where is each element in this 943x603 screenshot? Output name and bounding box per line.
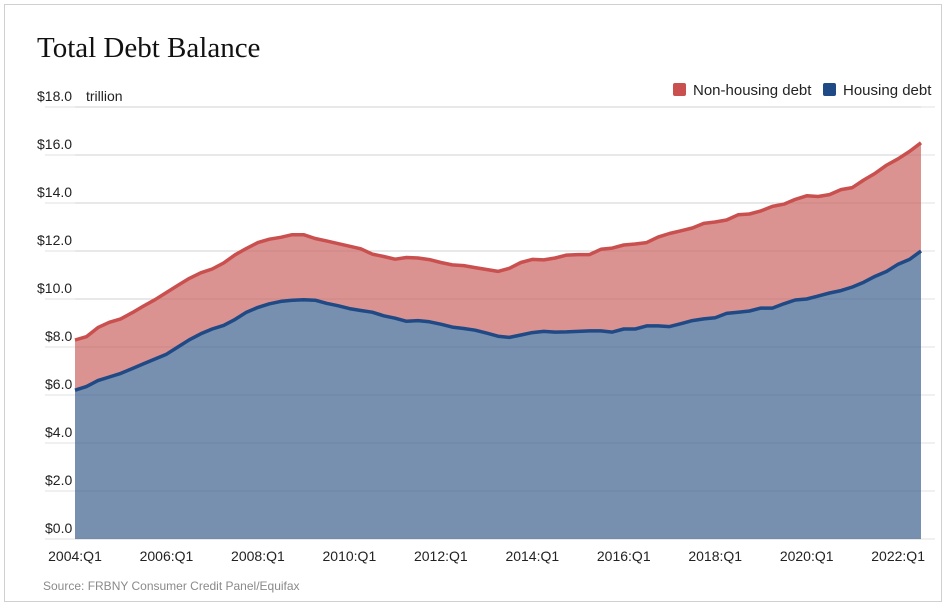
legend-swatch-housing	[823, 83, 836, 96]
y-tick-label: $8.0	[45, 328, 72, 344]
legend-label-housing: Housing debt	[843, 82, 932, 99]
x-tick-label: 2004:Q1	[48, 548, 102, 564]
x-tick-label: 2018:Q1	[688, 548, 742, 564]
legend: Non-housing debt Housing debt	[673, 82, 932, 99]
y-tick-label: $12.0	[37, 232, 72, 248]
y-tick-label: $2.0	[45, 472, 72, 488]
non-housing-line	[74, 141, 923, 342]
x-tick-label: 2012:Q1	[414, 548, 468, 564]
source-note: Source: FRBNY Consumer Credit Panel/Equi…	[43, 579, 300, 593]
areas	[74, 106, 923, 540]
x-tick-label: 2006:Q1	[140, 548, 194, 564]
x-tick-label: 2008:Q1	[231, 548, 285, 564]
y-tick-label: $10.0	[37, 280, 72, 296]
x-tick-label: 2016:Q1	[597, 548, 651, 564]
y-axis: $0.0 $2.0 $4.0 $6.0 $8.0 $10.0 $12.0 $14.0 $16.0…	[37, 88, 72, 536]
chart-frame	[4, 4, 942, 602]
x-axis: 2004:Q1 2006:Q1 2008:Q1 2010:Q1 2012:Q1 2014:…	[48, 548, 925, 564]
x-tick-label: 2020:Q1	[780, 548, 834, 564]
legend-label-non-housing: Non-housing debt	[693, 82, 812, 99]
y-tick-label: $0.0	[45, 520, 72, 536]
y-tick-label: $18.0	[37, 88, 72, 104]
chart-title: Total Debt Balance	[37, 32, 260, 64]
housing-line	[74, 249, 923, 392]
y-tick-label: $6.0	[45, 376, 72, 392]
x-tick-label: 2010:Q1	[323, 548, 377, 564]
y-tick-label: $4.0	[45, 424, 72, 440]
non-housing-area	[75, 142, 921, 391]
y-tick-label: $16.0	[37, 136, 72, 152]
y-unit-label: trillion	[86, 88, 123, 104]
x-tick-label: 2014:Q1	[505, 548, 559, 564]
housing-area	[75, 251, 921, 539]
legend-swatch-non-housing	[673, 83, 686, 96]
x-tick-label: 2022:Q1	[871, 548, 925, 564]
y-tick-label: $14.0	[37, 184, 72, 200]
